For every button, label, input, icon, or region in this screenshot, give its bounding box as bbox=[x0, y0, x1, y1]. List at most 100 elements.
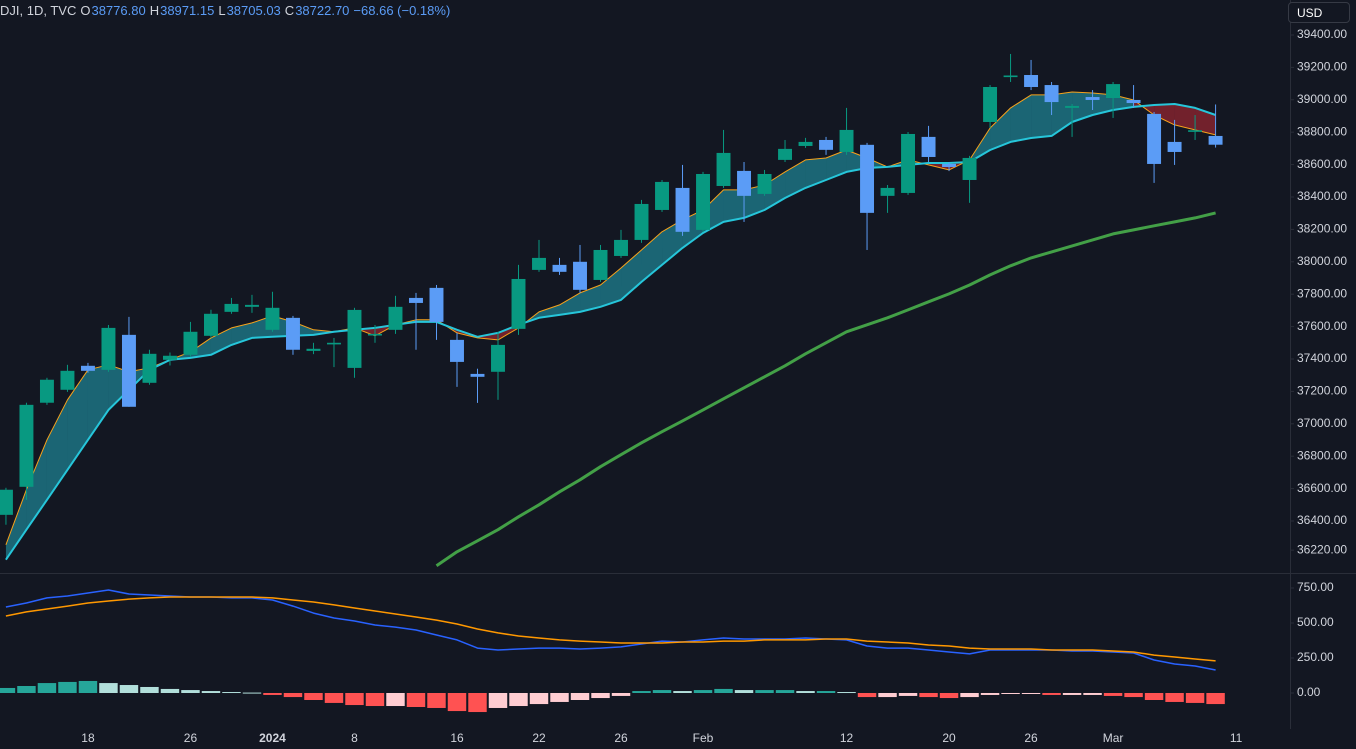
histogram-bar bbox=[673, 691, 692, 693]
histogram-bar bbox=[1165, 693, 1184, 702]
candle-body bbox=[798, 141, 813, 146]
y-tick-label: 250.00 bbox=[1297, 650, 1334, 664]
x-tick-label: 22 bbox=[532, 731, 546, 745]
histogram-bar bbox=[509, 693, 528, 707]
histogram-bar bbox=[119, 685, 139, 693]
candle-body bbox=[655, 181, 669, 210]
candle-body bbox=[962, 157, 977, 180]
ohlc-value: 38705.03 bbox=[226, 3, 281, 18]
histogram-bar bbox=[837, 692, 856, 694]
histogram-bar bbox=[324, 693, 344, 703]
y-tick-label: 37400.00 bbox=[1297, 351, 1347, 365]
ema-fill bbox=[46, 399, 68, 500]
candle-body bbox=[1024, 75, 1039, 87]
x-tick-label: Mar bbox=[1103, 731, 1124, 745]
histogram-bar bbox=[1042, 693, 1061, 695]
ema-fill bbox=[26, 439, 47, 530]
y-tick-label: 37200.00 bbox=[1297, 384, 1347, 398]
histogram-bar bbox=[693, 690, 713, 693]
candle-body bbox=[60, 370, 75, 390]
x-tick-label: 18 bbox=[81, 731, 95, 745]
ohlc-value: 38776.80 bbox=[91, 3, 146, 18]
candle-body bbox=[1167, 141, 1182, 152]
candle-body bbox=[1126, 99, 1141, 104]
ema-fill bbox=[87, 364, 109, 440]
histogram-bar bbox=[37, 683, 57, 693]
histogram-bar bbox=[570, 693, 590, 700]
histogram-bar bbox=[1206, 693, 1225, 705]
candle-body bbox=[203, 313, 218, 336]
candle-body bbox=[101, 327, 116, 370]
histogram-bar bbox=[283, 693, 303, 698]
candle-body bbox=[306, 348, 321, 351]
ema-fill bbox=[641, 231, 663, 282]
price-change: −68.66 (−0.18%) bbox=[353, 3, 451, 18]
histogram-bar bbox=[0, 687, 16, 693]
indicator-line bbox=[5, 103, 1216, 561]
candle-body bbox=[286, 317, 300, 350]
histogram-bar bbox=[1103, 693, 1123, 696]
histogram-bar bbox=[427, 693, 446, 708]
ohlc-value: 38722.70 bbox=[295, 3, 350, 18]
candle-body bbox=[409, 297, 423, 303]
y-tick-label: 39200.00 bbox=[1297, 60, 1347, 74]
y-tick-label: 38400.00 bbox=[1297, 189, 1347, 203]
histogram-bar bbox=[611, 693, 631, 696]
candle-body bbox=[880, 187, 895, 196]
ema-fill bbox=[1174, 104, 1196, 130]
histogram-bar bbox=[550, 693, 569, 702]
y-tick-label: 37000.00 bbox=[1297, 416, 1347, 430]
macd-line bbox=[5, 589, 1216, 671]
ema-fill bbox=[539, 304, 560, 318]
candle-body bbox=[757, 173, 772, 194]
histogram-bar bbox=[242, 692, 262, 694]
candle-body bbox=[470, 373, 485, 377]
ema-fill bbox=[990, 107, 1011, 151]
candle-body bbox=[1208, 135, 1223, 145]
candle-body bbox=[552, 264, 567, 272]
candle-body bbox=[1147, 113, 1162, 164]
histogram-bar bbox=[652, 690, 672, 693]
candle-body bbox=[1003, 75, 1018, 78]
histogram-bar bbox=[1021, 693, 1041, 694]
y-tick-label: 36800.00 bbox=[1297, 448, 1347, 462]
currency-button[interactable]: USD bbox=[1288, 2, 1350, 23]
y-tick-label: 38600.00 bbox=[1297, 157, 1347, 171]
x-tick-label: 16 bbox=[450, 731, 464, 745]
ohlc-item: L 38705.03 bbox=[218, 3, 280, 18]
histogram-bar bbox=[529, 693, 549, 705]
histogram-bar bbox=[960, 693, 979, 698]
histogram-bar bbox=[181, 690, 200, 693]
histogram-bar bbox=[447, 693, 467, 712]
histogram-bar bbox=[222, 692, 241, 694]
candle-body bbox=[1085, 97, 1100, 100]
ohlc-label: C bbox=[284, 3, 295, 18]
ema-fill bbox=[1154, 104, 1175, 125]
x-tick-label: 26 bbox=[614, 731, 628, 745]
histogram-bar bbox=[488, 693, 508, 708]
histogram-bar bbox=[1083, 693, 1102, 695]
symbol-legend: DJI, 1D, TVC O 38776.80 H 38971.15 L 38705.… bbox=[0, 3, 450, 18]
y-tick-label: 39000.00 bbox=[1297, 92, 1347, 106]
candle-body bbox=[39, 379, 54, 403]
candle-body bbox=[901, 133, 916, 193]
y-tick-label: 36600.00 bbox=[1297, 481, 1347, 495]
y-tick-label: 36400.00 bbox=[1297, 513, 1347, 527]
histogram-bar bbox=[1062, 693, 1082, 695]
candle-body bbox=[1188, 130, 1203, 132]
histogram-bar bbox=[78, 680, 98, 693]
candle-body bbox=[368, 333, 382, 336]
ohlc-item: C 38722.70 bbox=[285, 3, 350, 18]
ohlc-label: H bbox=[149, 3, 160, 18]
ema-fill bbox=[1031, 94, 1052, 139]
ohlc-item: O 38776.80 bbox=[80, 3, 145, 18]
candle-body bbox=[1065, 105, 1080, 108]
candle-body bbox=[593, 249, 608, 280]
y-tick-label: 36220.00 bbox=[1297, 542, 1347, 556]
histogram-bar bbox=[919, 693, 938, 698]
histogram-bar bbox=[755, 690, 774, 693]
candle-body bbox=[860, 144, 875, 213]
candle-body bbox=[819, 139, 834, 150]
histogram-bar bbox=[58, 681, 77, 693]
